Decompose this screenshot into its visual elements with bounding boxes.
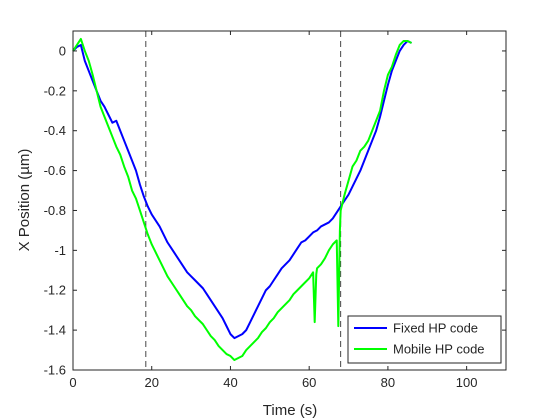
x-tick-label: 80 [381,375,395,390]
x-tick-label: 100 [456,375,478,390]
legend-entry-label: Mobile HP code [393,342,485,357]
x-tick-label: 40 [223,375,237,390]
y-tick-label: -0.2 [44,83,66,98]
y-tick-label: -0.4 [44,123,66,138]
legend-box [347,315,502,364]
y-tick-label: -1.6 [44,363,66,378]
plot-box [72,30,507,371]
x-tick-label: 20 [144,375,158,390]
legend: Fixed HP code Mobile HP code [347,315,502,364]
y-tick-label: -1 [54,243,66,258]
x-axis-ticks: 0 20 40 60 80 100 [69,31,477,390]
vertical-reference-lines [145,31,342,370]
legend-entry-label: Fixed HP code [393,321,478,336]
y-tick-label: 0 [59,43,66,58]
y-axis-label: X Position (µm) [16,149,33,252]
x-tick-label: 0 [69,375,76,390]
y-tick-label: -1.2 [44,283,66,298]
x-axis-label: Time (s) [263,402,317,419]
y-axis-ticks: 0 -0.2 -0.4 -0.6 -0.8 -1 -1.2 -1.4 -1.6 [44,43,506,378]
series-layer [72,37,412,362]
series-line-mobile-hp-code [72,37,412,362]
series-line-fixed-hp-code [72,39,412,340]
y-tick-label: -0.6 [44,163,66,178]
y-tick-label: -1.4 [44,323,66,338]
x-tick-label: 60 [302,375,316,390]
y-tick-label: -0.8 [44,203,66,218]
